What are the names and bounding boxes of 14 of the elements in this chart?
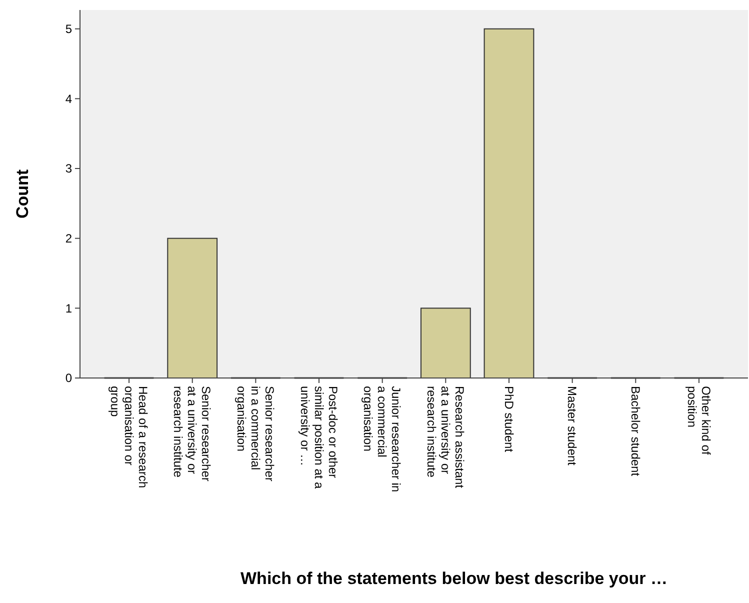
x-tick-label: Bachelor student	[628, 386, 642, 477]
x-tick-label: Head of a research organisation or group	[108, 386, 150, 488]
y-tick-label: 2	[65, 232, 72, 246]
y-tick-label: 4	[65, 92, 72, 106]
y-tick-label: 0	[65, 371, 72, 386]
y-tick-label: 1	[65, 301, 72, 316]
x-axis-title: Which of the statements below best describe your …	[240, 569, 668, 588]
x-tick-label: PhD student	[502, 386, 516, 453]
x-tick-label: Post-doc or other similar position at a university or …	[298, 386, 340, 490]
y-tick-label: 5	[65, 22, 72, 36]
y-axis-title: Count	[13, 169, 32, 219]
y-tick-label: 3	[65, 162, 72, 176]
x-tick-label: Master student	[565, 386, 580, 466]
x-tick-label: Other kind of position	[684, 386, 713, 456]
